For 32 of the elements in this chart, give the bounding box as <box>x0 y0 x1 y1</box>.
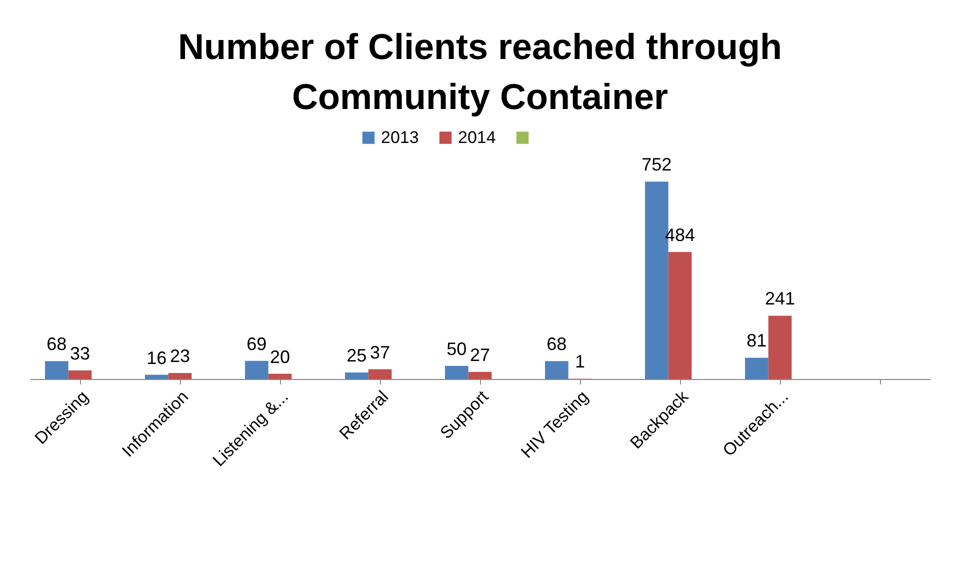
data-label: 33 <box>70 343 90 364</box>
bar <box>168 372 192 379</box>
data-label: 1 <box>574 352 586 372</box>
bar <box>145 374 168 379</box>
data-label: 50 <box>446 338 467 359</box>
chart-title: Number of Clients reached through Community Container <box>178 26 782 117</box>
data-label: 68 <box>546 334 567 354</box>
bar <box>768 316 792 379</box>
bar <box>445 366 468 379</box>
data-label: 25 <box>346 345 367 366</box>
data-label: 68 <box>46 334 67 354</box>
bar <box>68 370 92 379</box>
bar <box>468 372 492 379</box>
bar <box>668 252 692 379</box>
bar <box>368 369 392 379</box>
legend-label: 2014 <box>458 128 496 147</box>
legend-label: 2013 <box>381 128 419 147</box>
bar <box>545 361 568 379</box>
data-label: 37 <box>370 342 390 362</box>
bar <box>45 361 68 379</box>
data-label: 27 <box>470 344 490 365</box>
bar <box>268 374 292 379</box>
data-label: 81 <box>746 330 767 351</box>
data-label: 23 <box>170 346 190 366</box>
bar <box>345 372 368 379</box>
data-label: 69 <box>246 334 267 354</box>
data-label: 20 <box>270 346 290 367</box>
data-label: 16 <box>146 348 167 368</box>
data-label: 752 <box>642 154 672 175</box>
bar <box>245 360 268 379</box>
bar <box>745 358 768 379</box>
data-label: 241 <box>764 288 796 309</box>
